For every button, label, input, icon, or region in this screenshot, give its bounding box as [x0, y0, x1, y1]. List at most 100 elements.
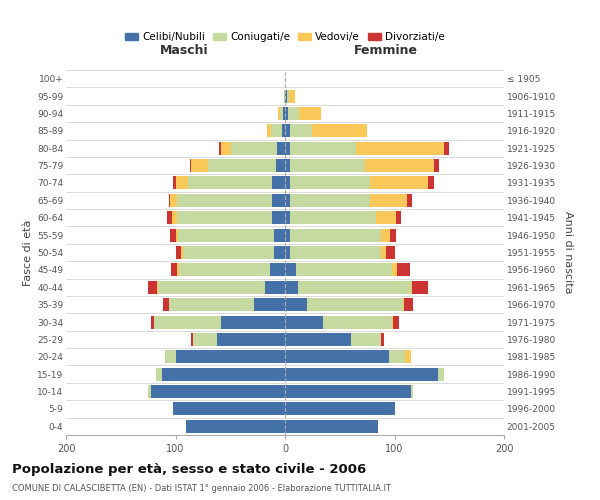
Bar [156, 368, 285, 380]
Bar [285, 264, 296, 276]
Bar [169, 298, 285, 311]
Bar [285, 124, 367, 138]
Bar [285, 298, 413, 311]
Bar [285, 228, 382, 241]
Bar [285, 280, 428, 294]
Bar [183, 246, 285, 259]
Bar [285, 368, 444, 380]
Bar [173, 176, 285, 190]
Bar [285, 176, 370, 190]
Bar [173, 402, 285, 415]
Bar [285, 176, 434, 190]
Bar [285, 316, 392, 328]
Bar [285, 107, 321, 120]
Bar [191, 159, 285, 172]
Bar [170, 194, 285, 207]
Bar [163, 298, 285, 311]
Bar [285, 211, 401, 224]
Bar [285, 298, 403, 311]
Bar [285, 316, 394, 328]
Bar [268, 124, 285, 138]
Bar [285, 194, 412, 207]
Bar [188, 176, 285, 190]
Bar [285, 246, 386, 259]
Bar [272, 211, 285, 224]
Bar [285, 402, 395, 415]
Bar [285, 420, 378, 433]
Bar [272, 194, 285, 207]
Text: Femmine: Femmine [354, 44, 418, 57]
Bar [285, 194, 407, 207]
Bar [285, 159, 439, 172]
Bar [285, 176, 290, 190]
Bar [167, 211, 285, 224]
Bar [285, 142, 290, 154]
Bar [285, 316, 323, 328]
Bar [285, 333, 382, 346]
Bar [285, 420, 378, 433]
Bar [176, 211, 285, 224]
Bar [285, 90, 287, 102]
Bar [284, 90, 285, 102]
Bar [269, 264, 285, 276]
Bar [172, 211, 285, 224]
Bar [285, 264, 397, 276]
Bar [265, 280, 285, 294]
Bar [285, 124, 313, 138]
Y-axis label: Anni di nascita: Anni di nascita [563, 211, 572, 294]
Bar [285, 316, 399, 328]
Bar [285, 159, 434, 172]
Bar [285, 107, 299, 120]
Bar [276, 159, 285, 172]
Bar [285, 159, 365, 172]
Bar [285, 176, 428, 190]
Bar [181, 246, 285, 259]
Bar [285, 246, 290, 259]
Bar [285, 333, 382, 346]
Bar [164, 350, 285, 364]
Bar [285, 142, 449, 154]
Bar [285, 280, 412, 294]
Bar [173, 402, 285, 415]
Bar [285, 124, 367, 138]
Bar [221, 316, 285, 328]
Bar [274, 228, 285, 241]
Bar [285, 350, 411, 364]
Bar [285, 385, 411, 398]
Bar [285, 368, 444, 380]
Bar [148, 385, 285, 398]
Bar [151, 385, 285, 398]
Bar [285, 211, 376, 224]
Bar [285, 228, 395, 241]
Bar [280, 107, 285, 120]
Bar [158, 280, 285, 294]
Bar [284, 90, 285, 102]
Bar [285, 90, 289, 102]
Bar [176, 264, 285, 276]
Bar [268, 124, 285, 138]
Bar [285, 90, 295, 102]
Bar [283, 107, 285, 120]
Bar [148, 280, 285, 294]
Bar [232, 142, 285, 154]
Bar [285, 211, 290, 224]
Bar [187, 420, 285, 433]
Bar [187, 420, 285, 433]
Bar [164, 350, 285, 364]
Bar [156, 368, 285, 380]
Bar [173, 402, 285, 415]
Bar [271, 124, 285, 138]
Bar [285, 246, 382, 259]
Bar [176, 350, 285, 364]
Text: Popolazione per età, sesso e stato civile - 2006: Popolazione per età, sesso e stato civil… [12, 462, 366, 475]
Bar [285, 385, 413, 398]
Bar [154, 316, 285, 328]
Bar [176, 246, 285, 259]
Bar [285, 246, 395, 259]
Bar [285, 368, 438, 380]
Bar [285, 420, 378, 433]
Bar [190, 159, 285, 172]
Bar [285, 264, 410, 276]
Bar [285, 350, 411, 364]
Bar [285, 402, 395, 415]
